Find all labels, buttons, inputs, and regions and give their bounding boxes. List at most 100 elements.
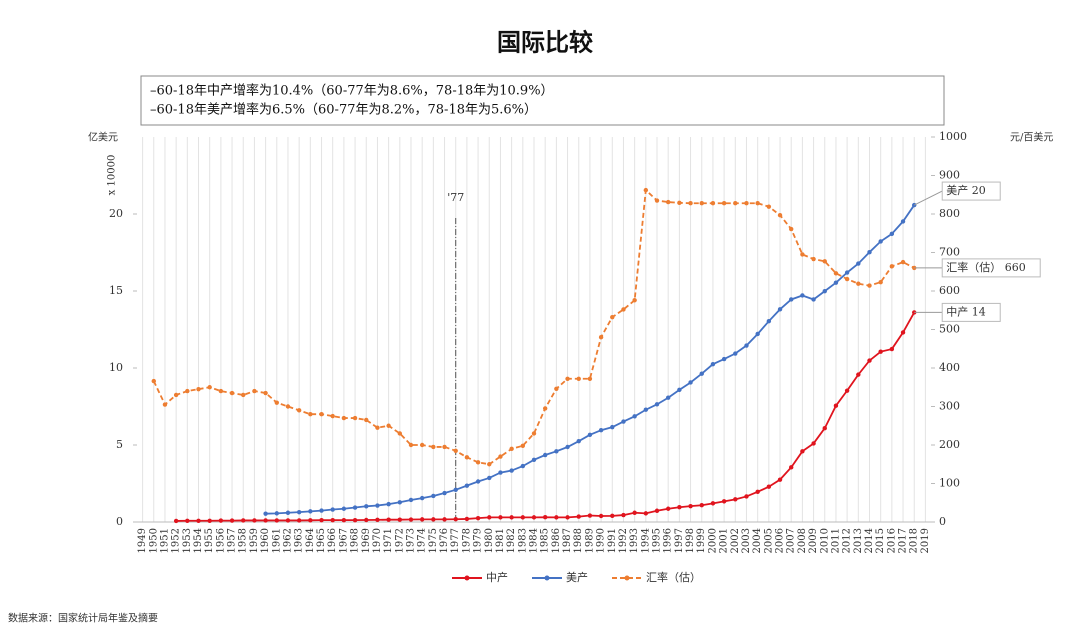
source: 数据来源：国家统计局年鉴及摘要 [8,612,158,625]
series-marker [263,511,268,516]
x-tick-label: 1990 [596,528,607,553]
series-marker [621,512,626,518]
y2-tick-label: 700 [939,246,960,259]
series-marker [487,462,492,467]
x-tick-label: 1964 [305,528,316,553]
y2-tick-label: 900 [939,169,960,182]
series-marker [800,293,805,298]
series-marker [352,415,358,421]
series-marker [151,378,156,384]
x-tick-label: 1991 [607,528,618,553]
x-tick-label: 1999 [696,528,707,553]
series-marker [464,455,470,460]
series-marker [744,494,749,499]
series-marker [665,199,671,205]
series-marker [386,501,391,507]
series-marker [576,376,581,381]
series-marker [218,388,224,394]
series-marker [811,441,816,446]
series-marker [207,385,212,390]
series-marker [498,454,503,459]
series-marker [598,428,604,433]
series-marker [889,346,895,352]
series-marker [800,449,805,454]
series-marker [397,517,403,522]
series-marker [274,400,279,405]
series-marker [308,518,313,523]
x-tick-label: 2016 [886,528,897,553]
y2-tick-label: 0 [939,515,946,528]
series-marker [453,448,458,453]
series-marker [565,376,570,381]
note: –60-18年中产增率为10.4%（60-77年为8.6%，78-18年为10.… [150,83,554,99]
series-marker [531,457,537,462]
series-marker [677,387,682,393]
series-marker [744,201,749,206]
series-marker [364,504,369,509]
x-tick-label: 1984 [529,528,540,553]
series-marker [263,518,268,523]
series-marker [408,442,414,448]
legend-marker [624,575,630,581]
x-tick-label: 1992 [618,528,629,553]
series-marker [442,490,447,496]
series-marker [386,517,391,522]
y-tick-label: 20 [109,207,123,220]
series-marker [296,518,302,523]
x-tick-label: 1950 [148,528,159,553]
series-marker [721,356,727,362]
y2-tick-label: 100 [939,477,960,490]
series-marker [308,412,313,417]
series-marker [431,517,436,522]
x-tick-label: 1993 [629,528,640,553]
series-marker [352,517,358,523]
series-marker [185,518,190,523]
x-tick-label: 1982 [506,528,517,553]
series-marker [330,413,335,419]
series-marker [319,508,324,513]
series-marker [341,506,347,511]
chart-title: 国际比较 [497,28,593,57]
x-tick-label: 2011 [830,528,841,553]
x-tick-label: 1966 [327,528,338,553]
series-marker [710,361,716,367]
series-marker [889,231,895,237]
series-marker [632,510,637,515]
x-tick-label: 1954 [193,528,204,553]
x-tick-label: 1971 [383,528,394,553]
legend-marker [544,575,550,581]
series-marker [789,297,794,302]
series-marker [688,380,693,385]
y2-tick-label: 500 [939,323,960,336]
series-marker [721,201,727,206]
series-marker [475,515,481,521]
legend-label: 汇率（估） [646,570,701,584]
series-marker [733,351,738,356]
series-marker [654,402,660,407]
x-tick-label: 2013 [853,528,864,553]
series-marker [610,513,615,519]
x-tick-label: 1968 [350,528,361,553]
series-marker [375,503,380,508]
series-marker [252,518,257,523]
series-marker [520,463,526,469]
series-marker [856,281,861,286]
series-marker [263,390,268,396]
series-marker [677,200,682,206]
x-tick-label: 1981 [495,528,506,553]
series-marker [576,514,581,519]
x-tick-label: 1998 [685,528,696,553]
series-marker [844,388,850,393]
series-marker [453,517,458,522]
series-marker [397,431,403,436]
series-marker [766,318,772,324]
series-marker [554,515,559,520]
series-marker [296,509,302,515]
legend-marker [464,575,470,581]
x-tick-label: 2005 [763,528,774,553]
x-tick-label: 2000 [707,528,718,553]
x-tick-label: 2002 [730,528,741,553]
x-tick-label: 1967 [338,528,349,553]
series-marker [867,358,872,363]
